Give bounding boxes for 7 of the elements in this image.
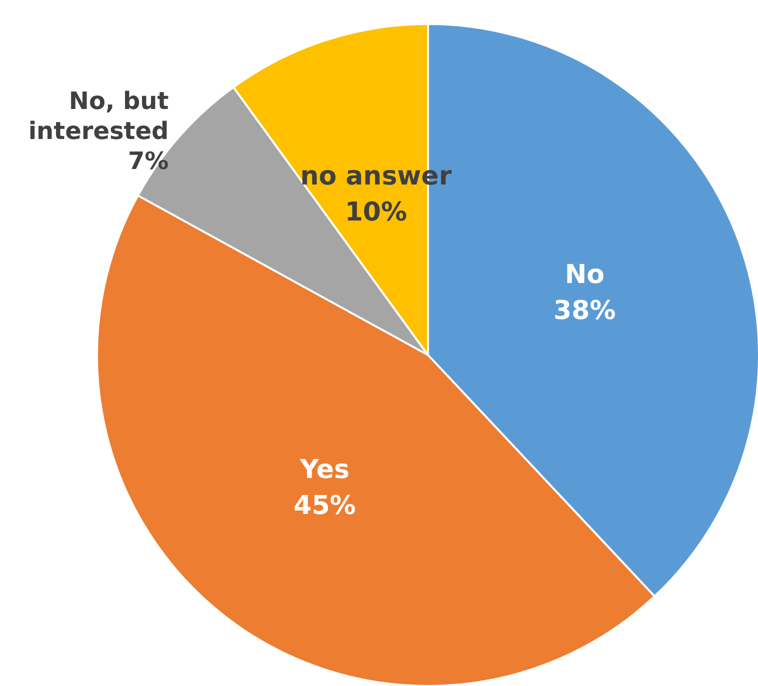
slice-label: Yes [298, 455, 350, 486]
data-label: 38% [554, 296, 616, 326]
data-label: 10% [344, 198, 408, 228]
data-label: 45% [294, 491, 356, 522]
slice-label: No, but interested [28, 86, 169, 145]
data-label: 7% [128, 146, 169, 175]
slice-label: No [564, 260, 604, 290]
